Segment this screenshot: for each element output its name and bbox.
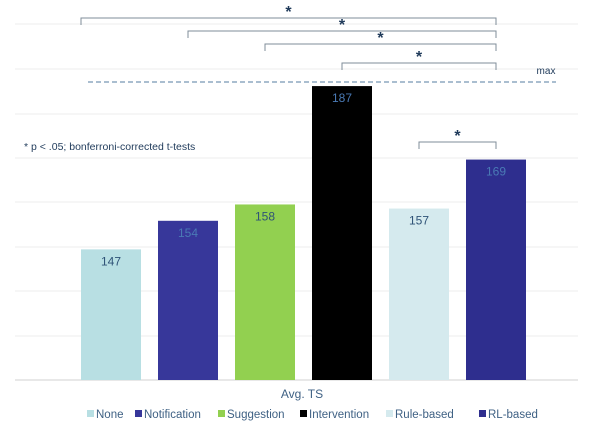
significance-star: * [454,128,461,145]
bar-rl-based [466,159,526,380]
legend-swatch [300,410,307,417]
significance-bracket [264,43,497,51]
data-label: 154 [178,226,198,240]
significance-star: * [416,49,423,66]
legend-swatch [87,410,94,417]
legend-item-notification: Notification [144,409,201,421]
legend-swatch [479,410,486,417]
significance-bracket [80,17,497,25]
legend-item-intervention: Intervention [309,409,369,421]
data-labels: 147 154 158 187 157 169 [101,91,506,268]
legend-swatch [135,410,142,417]
legend-swatch [386,410,393,417]
significance-star: * [339,17,346,34]
significance-bracket [187,30,497,38]
significance-note: * p < .05; bonferroni-corrected t-tests [24,141,195,153]
bar-rule-based [389,208,449,380]
legend-item-suggestion: Suggestion [227,409,285,421]
significance-star: * [377,30,384,47]
bar-none [81,249,141,380]
significance-brackets: * * * * * [80,4,497,149]
data-label: 158 [255,209,275,223]
x-axis-label: Avg. TS [281,387,323,401]
legend-item-rl-based: RL-based [488,409,538,421]
bar-suggestion [235,204,295,380]
legend-item-none: None [96,409,124,421]
legend-swatch [218,410,225,417]
max-reference-line: max [88,66,556,83]
significance-bracket [418,141,497,149]
data-label: 169 [486,165,506,179]
legend: None Notification Suggestion Intervention Ru… [87,409,538,421]
legend-item-rule-based: Rule-based [395,409,454,421]
data-label: 147 [101,254,121,268]
significance-bracket [341,62,497,70]
bar-intervention [312,86,372,381]
data-label: 157 [409,214,429,228]
reference-line-label: max [537,66,556,77]
bar-notification [158,220,218,380]
significance-star: * [285,4,292,21]
bars [81,86,526,381]
data-label: 187 [332,91,352,105]
